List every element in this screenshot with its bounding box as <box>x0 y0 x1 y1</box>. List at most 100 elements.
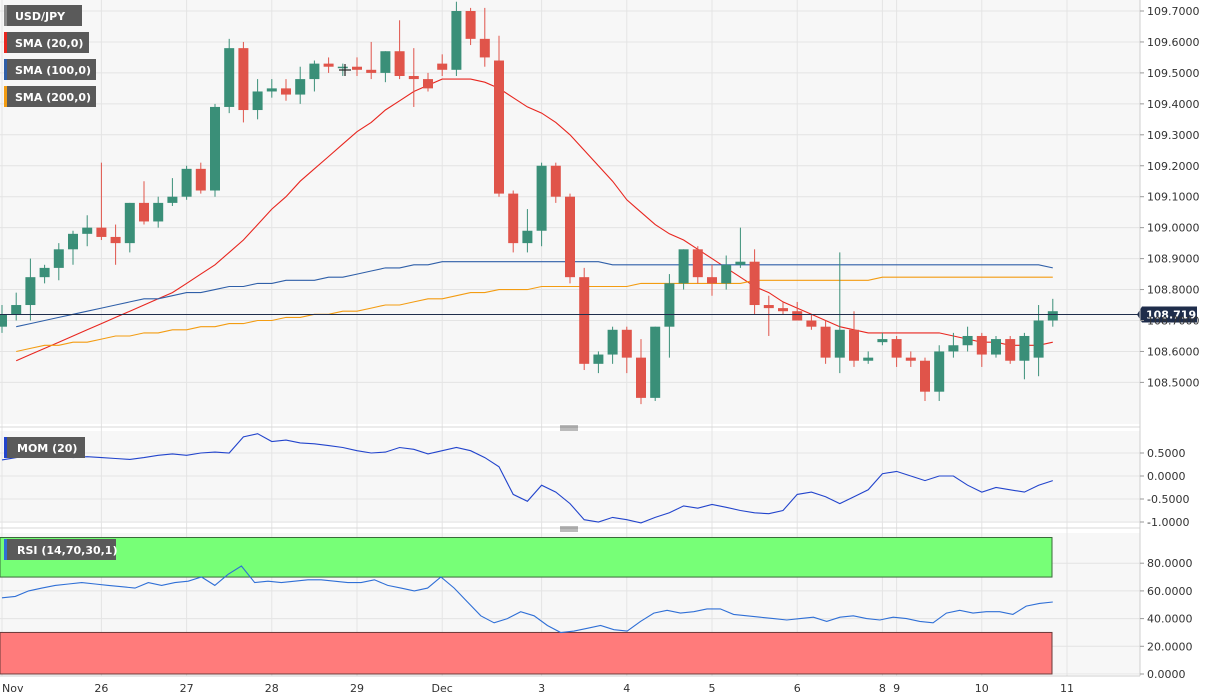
legend-rsi-label: RSI (14,70,30,1) <box>17 544 117 557</box>
candle-body <box>891 339 902 358</box>
candlestick <box>763 295 774 336</box>
candlestick <box>991 335 1001 358</box>
candle-body <box>536 165 547 231</box>
candle-body <box>39 267 50 278</box>
candlestick <box>735 227 746 268</box>
legend-sma20[interactable]: SMA (20,0) <box>4 32 89 53</box>
candlestick <box>423 72 433 92</box>
candle-body <box>238 48 249 111</box>
legend-sma100[interactable]: SMA (100,0) <box>4 59 96 80</box>
candle-body <box>905 357 916 361</box>
candlestick <box>366 41 377 80</box>
candle-body <box>636 357 646 398</box>
candle-body <box>139 202 149 222</box>
candlestick <box>323 57 334 73</box>
time-axis-label: Nov <box>2 682 24 695</box>
candlestick <box>309 60 320 92</box>
price-axis-label: 109.4000 <box>1147 98 1200 111</box>
candlestick <box>792 301 803 321</box>
candle-body <box>408 75 419 80</box>
candle-body <box>124 202 135 244</box>
candlestick <box>806 314 817 330</box>
candle-body <box>508 193 519 244</box>
candle-body <box>707 277 717 284</box>
candle-body <box>607 329 618 355</box>
candlestick <box>408 48 419 107</box>
candle-body <box>948 345 959 352</box>
candle-body <box>380 51 391 73</box>
candle-body <box>962 335 973 346</box>
pane-resize-handle-1[interactable] <box>560 425 578 431</box>
legend-momentum[interactable]: MOM (20) <box>4 437 85 458</box>
candle-body <box>210 106 220 191</box>
candlestick <box>82 215 93 247</box>
candle-body <box>565 196 575 278</box>
candlestick <box>1047 298 1058 327</box>
rsi-axis-label: 60.0000 <box>1147 585 1193 598</box>
candlestick <box>352 57 362 76</box>
rsi-axis-label: 40.0000 <box>1147 613 1193 626</box>
candlestick <box>820 320 831 364</box>
candlestick <box>621 326 632 374</box>
candle-body <box>1005 339 1016 361</box>
momentum-axis-label: 0.5000 <box>1147 447 1186 460</box>
candle-body <box>337 66 348 69</box>
candlestick <box>664 274 675 358</box>
candle-body <box>451 11 462 70</box>
candle-body <box>252 91 263 111</box>
price-axis-label: 108.7000 <box>1147 315 1200 328</box>
candle-body <box>792 311 803 321</box>
legend-pair[interactable]: USD/JPY <box>4 5 82 26</box>
candlestick <box>295 66 306 104</box>
candle-body <box>678 249 689 284</box>
candlestick <box>167 178 178 206</box>
candle-body <box>167 196 178 203</box>
candlestick <box>181 165 192 200</box>
time-axis-label: 8 <box>879 682 886 695</box>
candlestick <box>96 162 107 241</box>
legend-rsi[interactable]: RSI (14,70,30,1) <box>4 539 117 560</box>
candle-body <box>195 168 206 191</box>
candlestick <box>976 332 987 367</box>
candlestick <box>607 326 618 364</box>
time-axis-label: 27 <box>180 682 194 695</box>
candlestick <box>920 357 930 401</box>
candle-body <box>849 329 859 361</box>
candlestick <box>195 162 206 194</box>
candlestick <box>536 162 547 247</box>
candle-body <box>976 335 987 355</box>
candle-body <box>153 202 164 222</box>
candlestick <box>877 332 888 346</box>
candle-body <box>806 320 817 327</box>
pane-resize-handle-2[interactable] <box>560 526 578 532</box>
rsi-axis-label: 0.0000 <box>1147 668 1186 681</box>
legend-sma20-label: SMA (20,0) <box>15 37 83 50</box>
price-axis-label: 108.9000 <box>1147 253 1200 266</box>
candlestick <box>394 20 405 80</box>
candlestick <box>0 305 7 333</box>
candle-body <box>1033 320 1044 358</box>
candle-body <box>749 261 760 306</box>
candlestick <box>650 326 661 401</box>
candlestick <box>210 103 220 197</box>
candlestick <box>834 252 845 374</box>
candlestick <box>962 326 973 352</box>
last-price-label: 108.7195 <box>1146 308 1204 321</box>
legend-sma100-label: SMA (100,0) <box>15 64 91 77</box>
candle-body <box>934 351 945 392</box>
time-axis-label: 28 <box>265 682 279 695</box>
candlestick <box>11 292 22 321</box>
last-price-marker: 108.7195 <box>1137 306 1204 323</box>
candlestick <box>905 351 916 367</box>
rsi-overbought-zone <box>0 537 1053 578</box>
candlestick <box>550 162 561 203</box>
candle-body <box>295 79 306 95</box>
legend-sma200[interactable]: SMA (200,0) <box>4 86 96 107</box>
candle-body <box>579 277 590 364</box>
candle-body <box>479 38 490 58</box>
candlestick <box>508 190 519 253</box>
candle-body <box>621 329 632 358</box>
candle-body <box>281 88 291 95</box>
legend-momentum-label: MOM (20) <box>17 442 77 455</box>
candlestick <box>1019 332 1030 380</box>
